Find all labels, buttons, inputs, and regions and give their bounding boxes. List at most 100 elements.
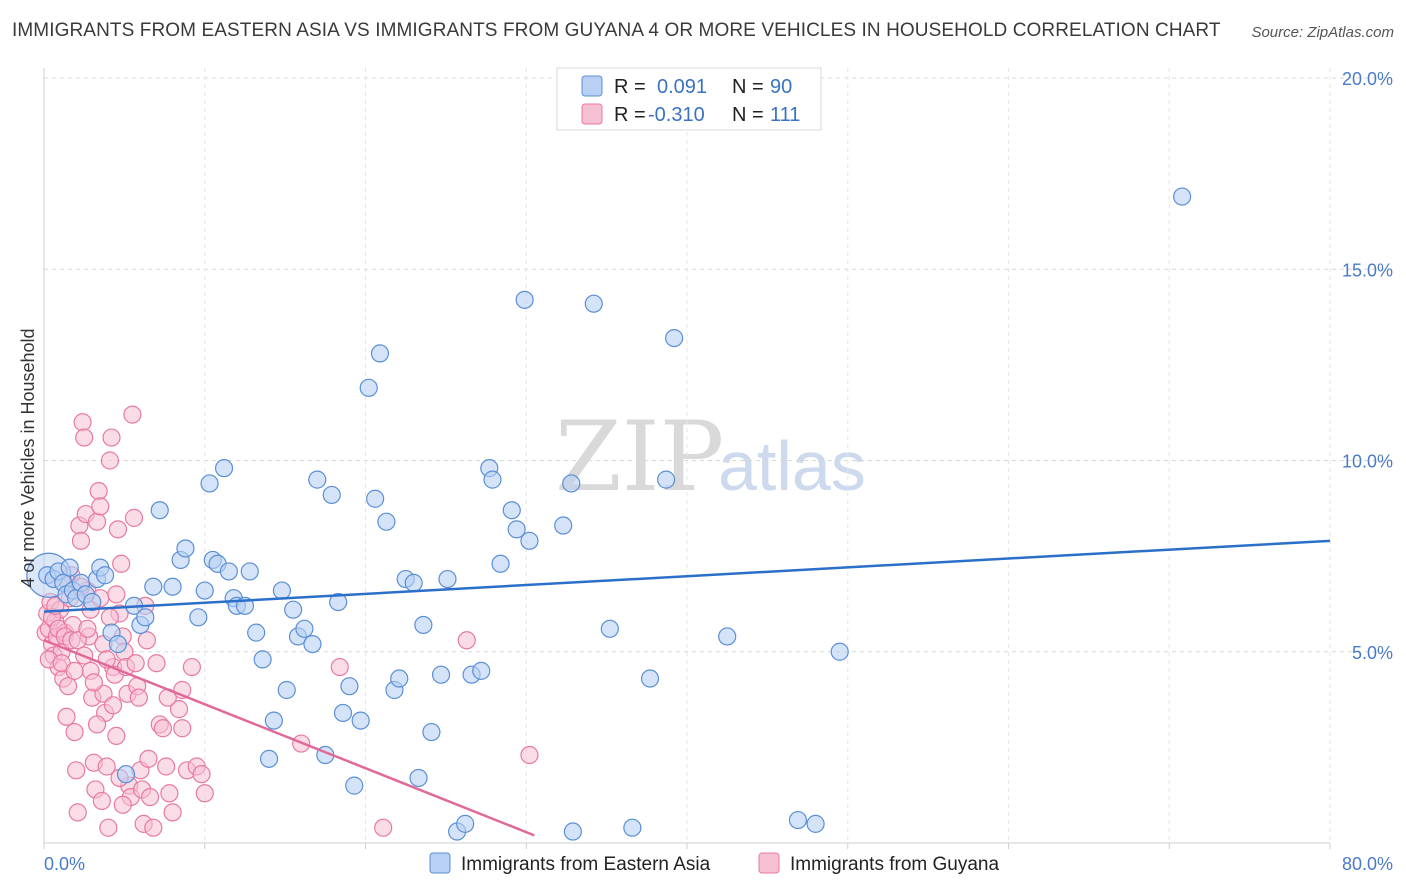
guyana-point (65, 661, 84, 680)
tick-labels: 5.0% 10.0% 15.0% 20.0% 0.0% 80.0% (44, 69, 1393, 874)
guyana-point (139, 749, 158, 768)
legend-row1-n-label: N = (732, 76, 764, 98)
guyana-point (97, 757, 116, 776)
eastern-asia-point (657, 470, 676, 489)
eastern-asia-point (390, 669, 409, 688)
eastern-asia-point (665, 329, 684, 348)
eastern-asia-point (422, 722, 441, 742)
eastern-asia-point (414, 615, 433, 635)
y-tick-label: 15.0% (1342, 260, 1393, 280)
eastern-asia-point (404, 573, 423, 593)
eastern-asia-point (520, 531, 539, 550)
y-axis-label: 4 or more Vehicles in Household (18, 328, 38, 587)
guyana-point (107, 585, 126, 604)
guyana-point (144, 818, 163, 837)
guyana-point (65, 722, 84, 742)
guyana-point (59, 677, 78, 696)
guyana-point (78, 619, 97, 638)
guyana-point (107, 726, 126, 746)
series-guyana-points (36, 405, 539, 837)
eastern-asia-point (214, 459, 234, 478)
watermark-zip: ZIP (555, 401, 724, 513)
eastern-asia-point (83, 592, 102, 612)
eastern-asia-point (176, 539, 195, 558)
legend-pink-swatch (581, 103, 603, 125)
watermark-atlas: atlas (718, 427, 866, 505)
eastern-asia-point (788, 810, 808, 830)
legend-row2-n-label: N = (732, 104, 764, 126)
guyana-point (104, 696, 123, 715)
legend-row2-n-value: 111 (770, 104, 800, 126)
eastern-asia-point (259, 749, 279, 768)
legend-row2-r-value: -0.310 (648, 104, 705, 126)
y-tick-label: 10.0% (1342, 452, 1393, 472)
eastern-asia-point (830, 642, 849, 661)
guyana-point (100, 608, 120, 627)
guyana-point (100, 451, 120, 470)
guyana-point (112, 554, 131, 573)
eastern-asia-point (60, 558, 79, 577)
bottom-legend-pink-swatch (758, 852, 780, 874)
eastern-asia-point (515, 290, 534, 309)
guyana-point (89, 482, 108, 501)
guyana-point (457, 631, 476, 650)
guyana-point (113, 795, 132, 814)
guyana-point (192, 765, 211, 784)
eastern-asia-point (322, 485, 341, 505)
guyana-point (75, 428, 94, 447)
chart-title: IMMIGRANTS FROM EASTERN ASIA VS IMMIGRAN… (12, 20, 1221, 41)
eastern-asia-point (333, 703, 353, 723)
eastern-asia-point (284, 600, 303, 619)
bottom-legend-blue-label: Immigrants from Eastern Asia (461, 854, 711, 875)
eastern-asia-point (472, 661, 491, 680)
eastern-asia-point (377, 512, 396, 531)
eastern-asia-trend-line (43, 539, 1331, 613)
eastern-asia-point (150, 501, 169, 520)
eastern-asia-point (163, 577, 182, 596)
guyana-point (87, 512, 107, 531)
guyana-point (126, 654, 145, 673)
eastern-asia-point (295, 619, 314, 638)
eastern-asia-point (303, 634, 322, 654)
guyana-point (374, 818, 393, 837)
eastern-asia-point (370, 344, 390, 363)
eastern-asia-point (253, 650, 272, 669)
guyana-point (140, 787, 160, 807)
eastern-asia-point (502, 501, 521, 520)
guyana-point (67, 761, 86, 780)
guyana-point (195, 784, 214, 803)
x-tick-label: 0.0% (44, 854, 85, 874)
guyana-point (137, 631, 156, 650)
gridlines (44, 68, 1392, 843)
eastern-asia-point (366, 489, 385, 508)
guyana-point (129, 688, 148, 707)
eastern-asia-point (456, 814, 475, 833)
guyana-point (108, 520, 128, 539)
eastern-asia-point (108, 634, 128, 654)
eastern-asia-point (563, 822, 582, 841)
eastern-asia-point (640, 669, 660, 688)
guyana-point (57, 707, 76, 726)
guyana-point (68, 803, 87, 822)
eastern-asia-point (483, 470, 502, 489)
trend-lines (43, 539, 1331, 837)
guyana-point (99, 818, 118, 837)
eastern-asia-point (240, 562, 259, 581)
guyana-point (123, 405, 142, 424)
eastern-asia-point (359, 378, 378, 397)
guyana-point (173, 719, 192, 738)
legend-blue-swatch (581, 75, 603, 97)
axes (43, 68, 1331, 849)
eastern-asia-point (600, 619, 619, 638)
guyana-point (102, 428, 121, 447)
eastern-asia-point (351, 711, 370, 730)
guyana-point (520, 745, 539, 765)
guyana-point (330, 657, 349, 677)
eastern-asia-point (409, 768, 428, 788)
y-tick-label: 20.0% (1342, 69, 1393, 89)
guyana-trend-line (43, 639, 535, 837)
guyana-point (124, 508, 144, 527)
eastern-asia-point (345, 776, 364, 795)
eastern-asia-point (431, 665, 451, 684)
eastern-asia-point (247, 623, 266, 642)
